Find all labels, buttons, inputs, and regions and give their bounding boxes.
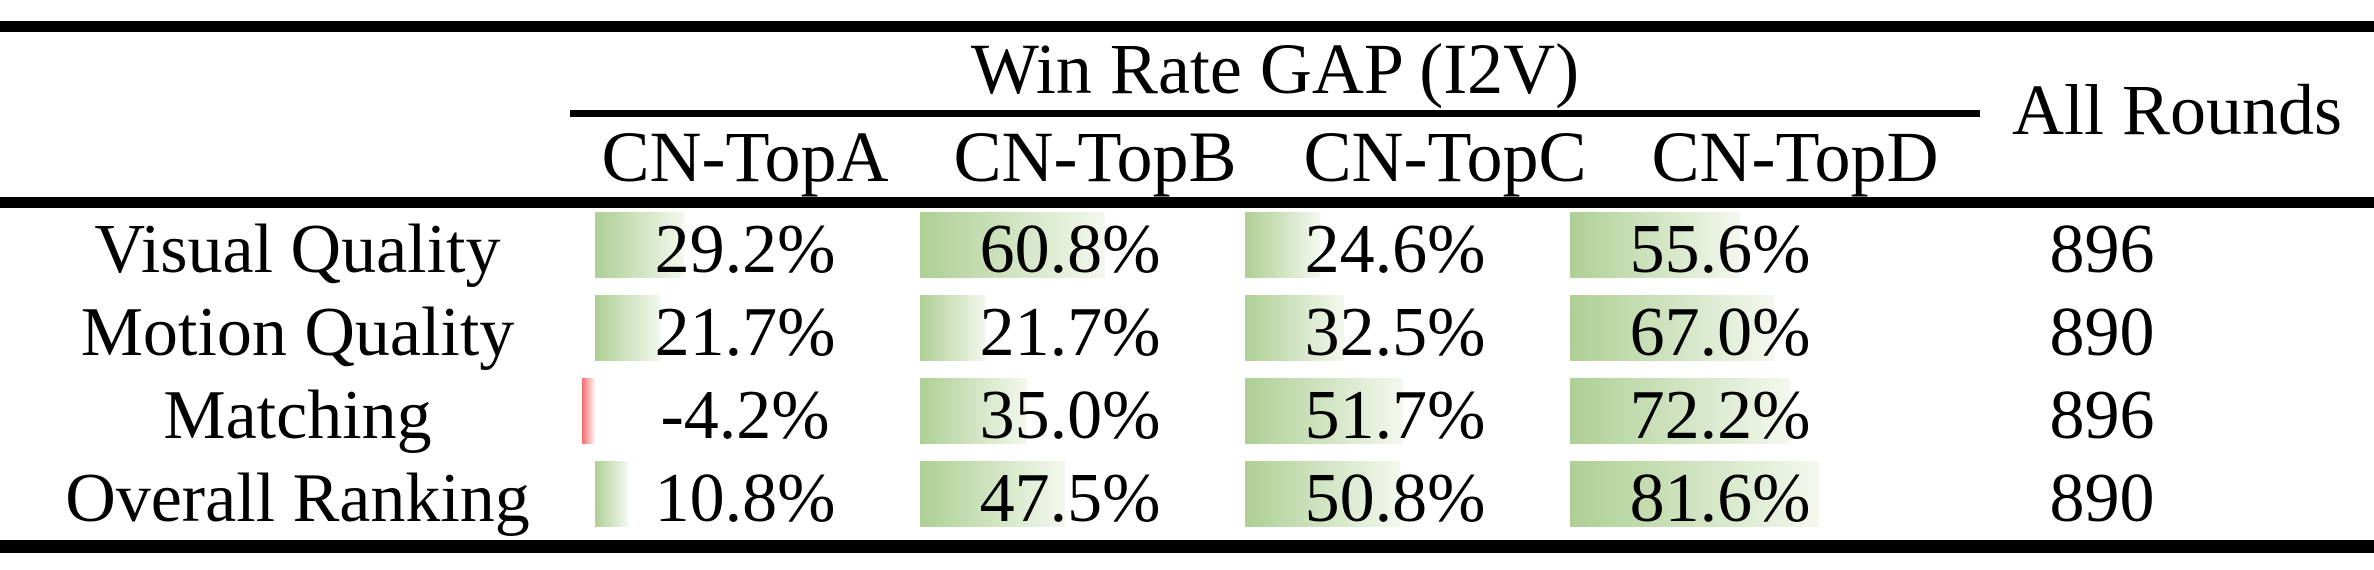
data-cell: 67.0% (1545, 291, 1895, 374)
table-body: Visual Quality 29.2% 60.8% 24.6% 55.6% 8… (0, 208, 2374, 540)
data-cell: 81.6% (1545, 457, 1895, 540)
win-rate-bar (920, 461, 1065, 527)
data-cell: 55.6% (1545, 208, 1895, 291)
win-rate-value: 47.5% (979, 459, 1161, 537)
win-rate-bar (1570, 461, 1819, 527)
all-rounds-value: 890 (2049, 293, 2155, 371)
win-rate-value: 60.8% (979, 210, 1161, 288)
row-label: Visual Quality (94, 210, 501, 288)
data-cell: 60.8% (895, 208, 1245, 291)
data-cell: 35.0% (895, 374, 1245, 457)
data-cell: 51.7% (1220, 374, 1570, 457)
group-header-win-rate-gap: Win Rate GAP (I2V) (970, 28, 1580, 109)
column-header-cn-topa: CN-TopA (601, 116, 889, 197)
win-rate-bar (1245, 461, 1400, 527)
win-rate-bar (1245, 295, 1345, 361)
win-rate-value: 50.8% (1304, 459, 1486, 537)
win-rate-bar (595, 461, 628, 527)
win-rate-bar (1570, 212, 1740, 278)
data-cell: 47.5% (895, 457, 1245, 540)
win-rate-value: 32.5% (1304, 293, 1486, 371)
win-rate-value: 29.2% (654, 210, 836, 288)
group-header-underline-rule (570, 110, 1980, 117)
win-rate-value: 24.6% (1304, 210, 1486, 288)
win-rate-value: 35.0% (979, 376, 1161, 454)
win-rate-bar (1570, 378, 1791, 444)
win-rate-bar (1245, 378, 1403, 444)
table-top-rule (0, 21, 2374, 32)
table-row-matching: Matching -4.2% 35.0% 51.7% 72.2% 896 (0, 374, 2374, 457)
table-row-visual-quality: Visual Quality 29.2% 60.8% 24.6% 55.6% 8… (0, 208, 2374, 291)
column-header-cn-topd: CN-TopD (1651, 116, 1939, 197)
data-cell: 24.6% (1220, 208, 1570, 291)
data-cell: 32.5% (1220, 291, 1570, 374)
win-rate-value: 67.0% (1629, 293, 1811, 371)
win-rate-bar (920, 212, 1106, 278)
column-header-all-rounds: All Rounds (2011, 70, 2343, 150)
win-rate-bar (1245, 212, 1321, 278)
data-cell: 10.8% (570, 457, 920, 540)
data-cell: 50.8% (1220, 457, 1570, 540)
win-rate-bar-negative (582, 378, 595, 444)
win-rate-value: 10.8% (654, 459, 836, 537)
win-rate-value: 81.6% (1629, 459, 1811, 537)
win-rate-bar (595, 212, 685, 278)
win-rate-bar (595, 295, 662, 361)
data-cell: 21.7% (570, 291, 920, 374)
win-rate-bar (920, 295, 987, 361)
data-cell: 72.2% (1545, 374, 1895, 457)
data-cell: 29.2% (570, 208, 920, 291)
win-rate-bar (1570, 295, 1775, 361)
all-rounds-value: 890 (2049, 459, 2155, 537)
data-cell: -4.2% (570, 374, 920, 457)
win-rate-value: -4.2% (660, 376, 830, 454)
all-rounds-value: 896 (2049, 210, 2155, 288)
row-label: Overall Ranking (65, 459, 530, 537)
win-rate-value: 21.7% (654, 293, 836, 371)
header-separator-rule (0, 197, 2374, 208)
win-rate-value: 55.6% (1629, 210, 1811, 288)
win-rate-value: 51.7% (1304, 376, 1486, 454)
win-rate-bar (920, 378, 1027, 444)
column-header-cn-topc: CN-TopC (1303, 116, 1587, 197)
all-rounds-value: 896 (2049, 376, 2155, 454)
table-bottom-rule (0, 540, 2374, 553)
win-rate-value: 72.2% (1629, 376, 1811, 454)
win-rate-value: 21.7% (979, 293, 1161, 371)
row-label: Matching (163, 376, 432, 454)
column-header-cn-topb: CN-TopB (953, 116, 1237, 197)
table-row-motion-quality: Motion Quality 21.7% 21.7% 32.5% 67.0% 8… (0, 291, 2374, 374)
data-cell: 21.7% (895, 291, 1245, 374)
row-label: Motion Quality (80, 293, 515, 371)
table-row-overall-ranking: Overall Ranking 10.8% 47.5% 50.8% 81.6% … (0, 457, 2374, 540)
column-header-row: CN-TopA CN-TopB CN-TopC CN-TopD (570, 117, 1970, 197)
